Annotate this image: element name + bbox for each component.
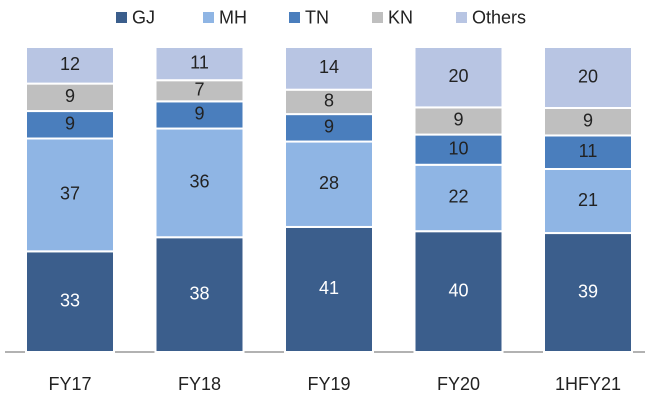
data-label: 7 [194, 80, 204, 100]
bar-segment [284, 46, 374, 91]
bar-segment [413, 106, 504, 136]
bar-segment [25, 250, 115, 354]
data-label: 28 [319, 173, 339, 193]
bar-segment [25, 137, 115, 253]
data-label: 38 [189, 283, 209, 303]
bar-segment [284, 140, 374, 228]
x-tick-label: FY17 [48, 374, 91, 394]
data-label: 37 [60, 184, 80, 204]
legend-label: GJ [132, 7, 155, 27]
legend-label: Others [472, 7, 526, 27]
bar-segment [543, 134, 633, 170]
data-label: 9 [65, 86, 75, 106]
data-label: 8 [324, 91, 334, 111]
data-label: 39 [578, 281, 598, 301]
data-label: 40 [448, 280, 468, 300]
data-label: 20 [578, 66, 598, 86]
bar-segment [25, 46, 115, 85]
x-tick-label: 1HFY21 [555, 374, 621, 394]
bar-segment [25, 82, 115, 113]
legend-swatch [203, 12, 214, 23]
data-label: 22 [448, 187, 468, 207]
bar-segment [154, 127, 245, 239]
data-label: 9 [453, 110, 463, 130]
bar-segment [413, 230, 504, 353]
bar-segment [154, 236, 245, 353]
legend-label: MH [219, 7, 247, 27]
legend-label: TN [305, 7, 329, 27]
bar-segment [413, 163, 504, 233]
data-label: 9 [324, 117, 334, 137]
data-label: 10 [448, 138, 468, 158]
data-label: 9 [194, 104, 204, 124]
data-label: 41 [319, 278, 339, 298]
bar-segment [543, 232, 633, 353]
legend-swatch [372, 12, 383, 23]
x-tick-label: FY18 [178, 374, 221, 394]
bar-segment [413, 46, 504, 109]
legend-swatch [289, 12, 300, 23]
data-label: 14 [319, 57, 339, 77]
x-tick-label: FY20 [437, 374, 480, 394]
data-label: 20 [448, 66, 468, 86]
legend-label: KN [388, 7, 413, 27]
bar-segment [543, 46, 633, 109]
data-label: 33 [60, 290, 80, 310]
bar-segment [154, 46, 245, 82]
legend-swatch [456, 12, 467, 23]
data-label: 36 [189, 172, 209, 192]
legend-swatch [116, 12, 127, 23]
bar-segment [543, 168, 633, 235]
data-label: 11 [579, 141, 598, 161]
data-label: 9 [65, 114, 75, 134]
data-label: 12 [60, 54, 80, 74]
x-tick-label: FY19 [307, 374, 350, 394]
data-label: 11 [190, 52, 209, 72]
data-label: 9 [583, 110, 593, 130]
bar-segment [154, 100, 245, 130]
data-label: 21 [578, 190, 598, 210]
